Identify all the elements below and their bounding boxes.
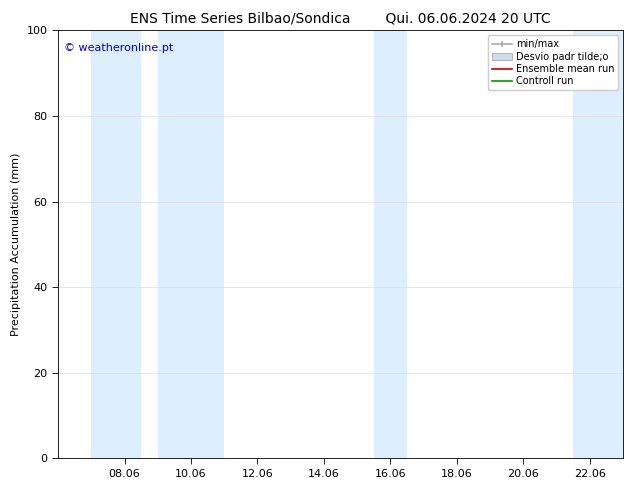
Bar — [373, 30, 407, 459]
Bar — [158, 30, 224, 459]
Bar — [91, 30, 141, 459]
Y-axis label: Precipitation Accumulation (mm): Precipitation Accumulation (mm) — [11, 153, 21, 336]
Legend: min/max, Desvio padr tilde;o, Ensemble mean run, Controll run: min/max, Desvio padr tilde;o, Ensemble m… — [488, 35, 618, 90]
Text: © weatheronline.pt: © weatheronline.pt — [64, 43, 173, 53]
Title: ENS Time Series Bilbao/Sondica        Qui. 06.06.2024 20 UTC: ENS Time Series Bilbao/Sondica Qui. 06.0… — [130, 11, 551, 25]
Bar — [573, 30, 623, 459]
